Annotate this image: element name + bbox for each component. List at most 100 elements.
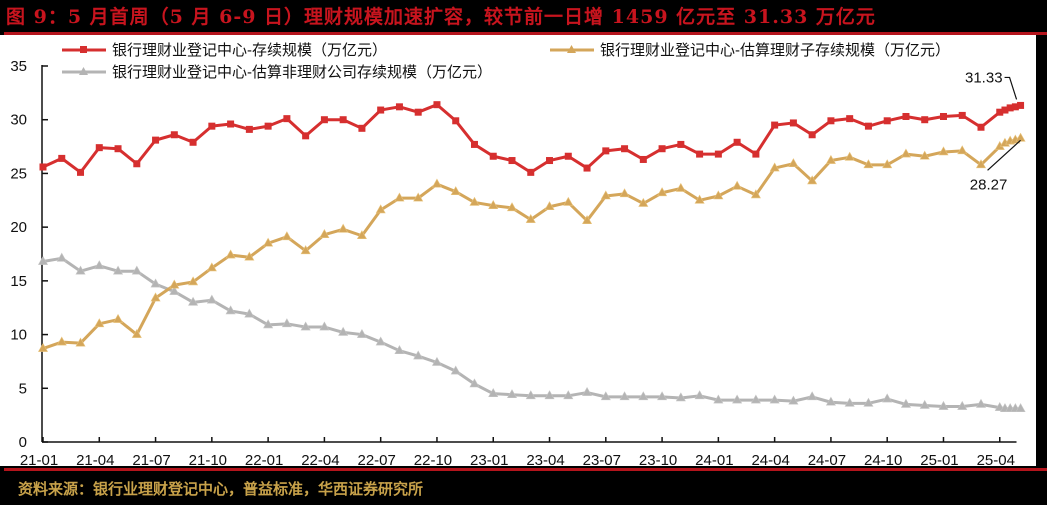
triangle-marker-icon <box>582 215 593 224</box>
triangle-marker-icon <box>619 188 630 198</box>
legend-label: 银行理财业登记中心-估算理财子存续规模（万亿元） <box>600 42 950 59</box>
y-tick-label: 35 <box>10 58 27 75</box>
x-tick-label: 23-10 <box>639 452 677 466</box>
triangle-marker-icon <box>882 159 893 169</box>
x-tick-label: 21-07 <box>132 452 170 466</box>
triangle-marker-icon <box>1015 403 1026 412</box>
square-marker-icon <box>977 123 985 131</box>
triangle-marker-icon <box>319 321 330 331</box>
square-marker-icon <box>489 152 497 160</box>
triangle-marker-icon <box>75 337 86 347</box>
annotations: 31.33 28.27 <box>965 69 1021 193</box>
triangle-marker-icon <box>413 350 424 360</box>
x-tick-label: 24-04 <box>751 452 789 466</box>
triangle-marker-icon <box>150 292 161 302</box>
triangle-marker-icon <box>450 365 461 375</box>
triangle-marker-icon <box>919 399 930 409</box>
triangle-marker-icon <box>356 328 367 338</box>
triangle-marker-icon <box>544 201 555 211</box>
triangle-marker-icon <box>657 187 668 197</box>
square-marker-icon <box>1011 103 1019 111</box>
triangle-marker-icon <box>319 229 330 238</box>
triangle-marker-icon <box>300 245 311 255</box>
triangle-marker-icon <box>863 397 874 407</box>
triangle-marker-icon <box>694 194 705 204</box>
axes: 0 5 10 15 20 25 30 35 21-01 21-04 21-07 21-10 22-01 2… <box>10 58 1017 466</box>
triangle-marker-icon <box>807 391 818 401</box>
triangle-marker-icon <box>394 192 405 202</box>
triangle-marker-icon <box>37 255 49 265</box>
x-tick-label: 24-10 <box>864 452 902 466</box>
square-marker-icon <box>527 168 535 176</box>
square-marker-icon <box>677 140 685 148</box>
source-note: 资料来源：银行业理财登记中心，普益标准，华西证券研究所 <box>18 480 424 498</box>
footer-divider <box>4 468 1047 471</box>
triangle-marker-icon <box>75 265 86 275</box>
triangle-marker-icon <box>919 150 930 160</box>
legend-square-marker-icon <box>62 45 106 53</box>
triangle-marker-icon <box>657 391 668 401</box>
x-tick-label: 22-04 <box>301 452 339 466</box>
triangle-marker-icon <box>263 319 274 329</box>
y-tick-label: 20 <box>10 219 27 236</box>
figure-title: 图 9：5 月首周（5 月 6-9 日）理财规模加速扩容，较节前一日增 1459… <box>6 6 876 28</box>
x-tick-label: 25-01 <box>920 452 958 466</box>
legend-item-subsidiary: 银行理财业登记中心-估算理财子存续规模（万亿元） <box>550 39 950 60</box>
square-marker-icon <box>621 145 629 153</box>
triangle-marker-icon <box>750 189 761 199</box>
triangle-marker-icon <box>113 313 124 323</box>
triangle-marker-icon <box>732 180 743 190</box>
triangle-marker-icon <box>169 279 180 289</box>
x-tick-label: 21-04 <box>76 452 114 466</box>
square-marker-icon <box>302 132 310 140</box>
square-marker-icon <box>1017 101 1025 109</box>
triangle-marker-icon <box>525 390 536 400</box>
triangle-marker-icon <box>957 145 968 155</box>
triangle-marker-icon <box>938 400 949 410</box>
triangle-marker-icon <box>394 345 405 354</box>
triangle-marker-icon <box>469 196 480 206</box>
y-tick-label: 30 <box>10 112 27 129</box>
square-marker-icon <box>808 131 816 139</box>
triangle-marker-icon <box>732 394 743 404</box>
triangle-marker-icon <box>131 265 142 275</box>
series-total <box>39 101 1025 176</box>
square-marker-icon <box>452 117 460 125</box>
triangle-marker-icon <box>675 182 686 192</box>
triangle-marker-icon <box>94 260 105 270</box>
triangle-marker-icon <box>825 396 836 406</box>
square-marker-icon <box>208 122 216 130</box>
square-marker-icon <box>395 103 403 111</box>
square-marker-icon <box>771 121 779 129</box>
triangle-marker-icon <box>788 395 799 405</box>
square-marker-icon <box>152 136 160 144</box>
triangle-marker-icon <box>938 146 949 156</box>
square-marker-icon <box>733 138 741 146</box>
triangle-marker-icon <box>225 249 236 259</box>
triangle-marker-icon <box>244 308 255 318</box>
square-marker-icon <box>864 122 872 130</box>
triangle-marker-icon <box>206 294 217 304</box>
x-tick-label: 24-07 <box>808 452 846 466</box>
square-marker-icon <box>283 115 291 123</box>
triangle-marker-icon <box>957 400 968 410</box>
square-marker-icon <box>470 140 478 148</box>
series-non-subsidiary <box>37 252 1026 412</box>
triangle-marker-icon <box>56 252 67 262</box>
triangle-marker-icon <box>506 389 518 399</box>
triangle-marker-icon <box>225 305 236 315</box>
square-marker-icon <box>1001 106 1009 114</box>
series-subsidiary <box>37 132 1026 352</box>
triangle-marker-icon <box>1015 132 1026 142</box>
x-tick-label: 25-04 <box>977 452 1015 466</box>
x-tick-label: 22-07 <box>357 452 395 466</box>
x-tick-label: 23-07 <box>583 452 621 466</box>
triangle-marker-icon <box>131 328 142 338</box>
triangle-marker-icon <box>169 285 180 295</box>
y-tick-label: 15 <box>10 273 27 290</box>
x-tick-label: 21-10 <box>189 452 227 466</box>
square-marker-icon <box>939 112 947 120</box>
triangle-marker-icon <box>975 159 987 169</box>
square-marker-icon <box>245 125 253 133</box>
legend-label: 银行理财业登记中心-存续规模（万亿元） <box>112 42 387 59</box>
